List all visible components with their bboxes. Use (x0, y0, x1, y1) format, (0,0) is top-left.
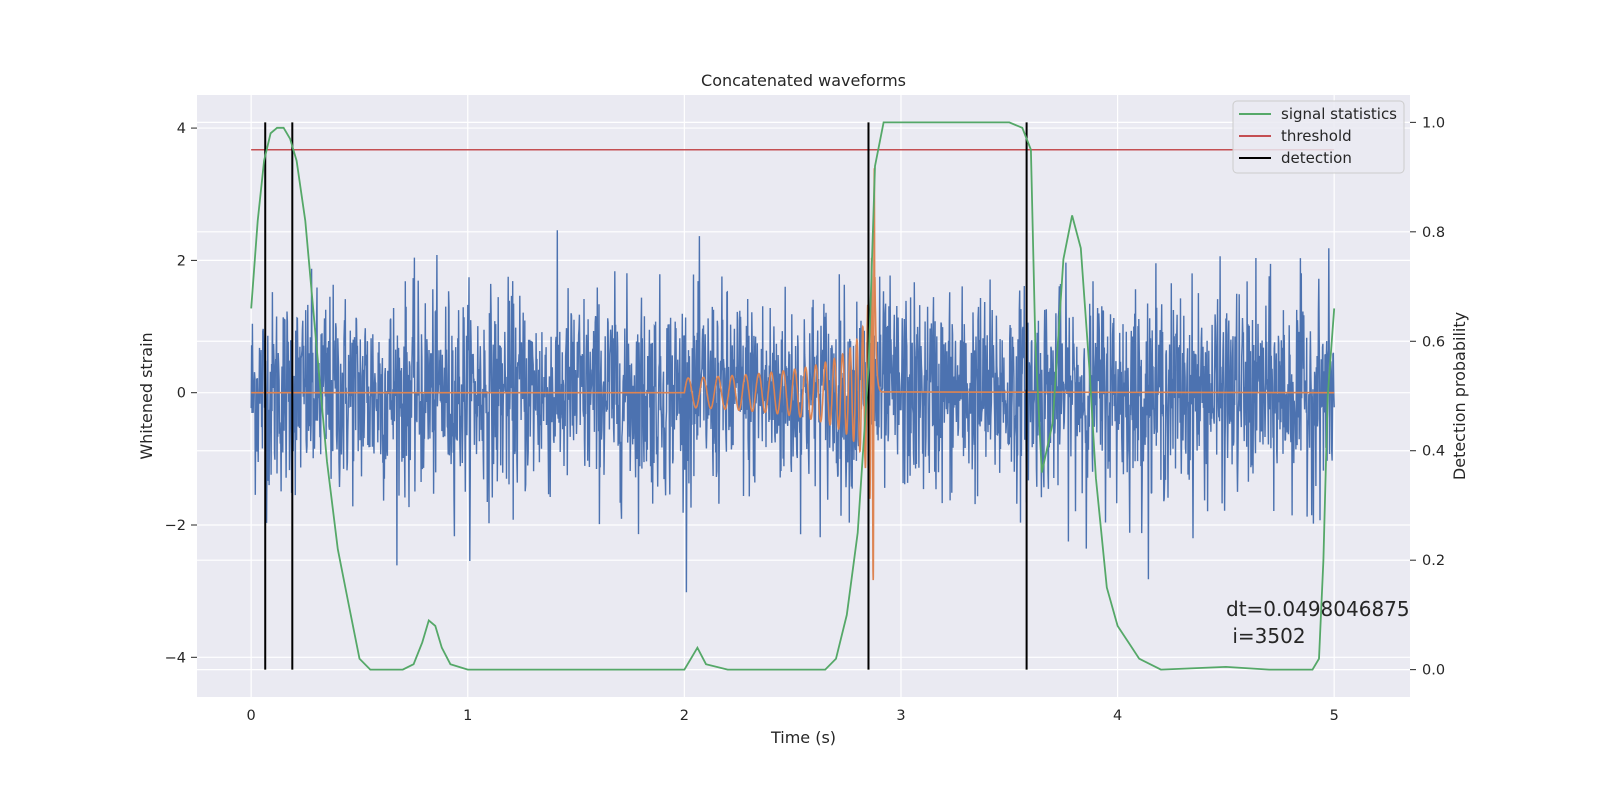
legend: signal statistics threshold detection (1232, 100, 1405, 174)
y2-tick-label: 0.0 (1422, 663, 1445, 679)
signal-statistics-series (250, 121, 1336, 671)
strain-noise-series (250, 230, 1335, 593)
legend-label: threshold (1281, 127, 1352, 145)
x-tick-label: 5 (1330, 708, 1339, 724)
y2-axis-label: Detection probability (1450, 312, 1469, 480)
y-tick-label: −4 (165, 650, 186, 666)
annotation-dt: dt=0.0498046875 (1226, 597, 1410, 621)
y2-tick-label: 1.0 (1422, 115, 1445, 131)
x-axis-label: Time (s) (770, 728, 836, 747)
legend-label: signal statistics (1281, 105, 1397, 123)
y-tick-label: 0 (177, 386, 186, 402)
y2-tick-label: 0.6 (1422, 334, 1445, 350)
detection-lines (264, 122, 1028, 670)
x-tick-label: 2 (680, 708, 689, 724)
legend-box (1232, 100, 1405, 174)
x-ticks: 0 1 2 3 4 5 (247, 708, 1339, 724)
y-tick-label: 4 (177, 121, 186, 137)
annotation-i: i=3502 (1226, 624, 1306, 648)
y2-tick-label: 0.8 (1422, 225, 1445, 241)
x-tick-label: 1 (463, 708, 472, 724)
y-tick-label: 2 (177, 253, 186, 269)
y-ticks: −4 −2 0 2 4 (165, 121, 197, 666)
y-tick-label: −2 (165, 518, 186, 534)
chart-title: Concatenated waveforms (701, 71, 906, 90)
x-tick-label: 0 (247, 708, 256, 724)
y2-tick-label: 0.4 (1422, 444, 1445, 460)
x-tick-label: 3 (896, 708, 905, 724)
x-tick-label: 4 (1113, 708, 1122, 724)
legend-label: detection (1281, 149, 1352, 167)
y2-tick-label: 0.2 (1422, 553, 1445, 569)
y-axis-label: Whitened strain (137, 332, 156, 459)
waveform-series (251, 168, 1335, 581)
y2-ticks: 0.0 0.2 0.4 0.6 0.8 1.0 (1410, 115, 1445, 679)
